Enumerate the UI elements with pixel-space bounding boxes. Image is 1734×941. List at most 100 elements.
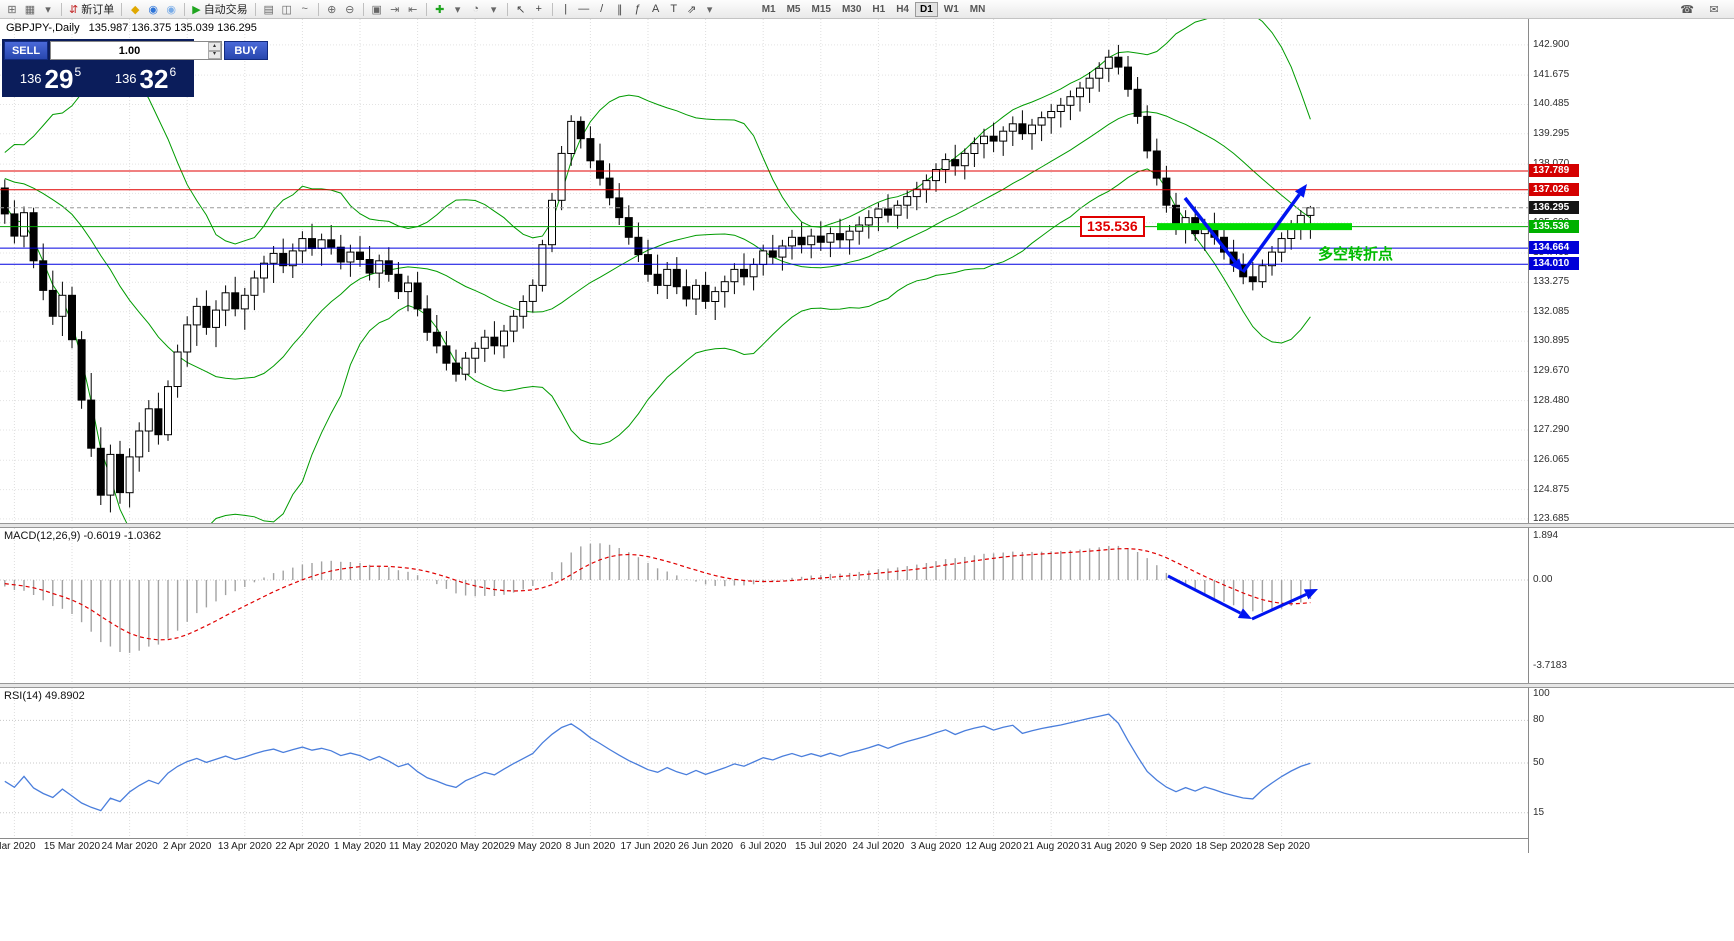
pane-splitter[interactable] (0, 523, 1734, 528)
label-icon[interactable]: T (665, 1, 683, 17)
time-axis-label: 9 Sep 2020 (1140, 841, 1192, 852)
price-tag: 134.664 (1529, 241, 1579, 255)
timeframe-M5[interactable]: M5 (782, 2, 806, 17)
toolbar-separator (254, 2, 256, 16)
time-axis-label: 2 Apr 2020 (163, 841, 212, 852)
macd-axis-label: 1.894 (1533, 530, 1559, 542)
templates-icon[interactable]: ◔ (467, 1, 485, 17)
time-axis-label: 11 May 2020 (389, 841, 447, 852)
toolbar-separator (61, 2, 62, 16)
chart-profiles-icon[interactable]: ▦ (21, 1, 39, 17)
y-axis-label: 127.290 (1533, 423, 1570, 435)
timeframe-M15[interactable]: M15 (807, 2, 836, 17)
sell-price-big: 29 (44, 63, 74, 94)
macd-axis-label: 0.00 (1533, 574, 1553, 585)
lot-increase-button[interactable]: ▴ (208, 42, 221, 51)
cursor-icon[interactable]: ↖ (512, 1, 530, 17)
buy-button[interactable]: BUY (224, 41, 268, 60)
y-axis-label: 129.670 (1533, 365, 1570, 377)
timeframe-toolbar: M1 M5 M15 M30 H1 H4 D1 W1 MN (757, 1, 991, 17)
horizontal-line-icon[interactable]: — (575, 1, 593, 17)
rsi-axis-label: 80 (1533, 714, 1545, 726)
timeframe-M30[interactable]: M30 (837, 2, 866, 17)
timeframe-M1[interactable]: M1 (757, 2, 781, 17)
profiles-dropdown-icon[interactable]: ▾ (39, 1, 57, 17)
rsi-axis-label: 15 (1533, 806, 1545, 818)
indicators-icon[interactable]: ✚ (431, 1, 449, 17)
toolbar-separator (317, 2, 319, 16)
time-axis-label: 28 Sep 2020 (1253, 841, 1310, 852)
pivot-annotation-text[interactable]: 多空转折点 (1318, 246, 1394, 263)
time-axis-label: 31 Aug 2020 (1080, 841, 1137, 852)
timeframe-MN[interactable]: MN (965, 2, 991, 17)
macd-canvas[interactable] (0, 528, 1528, 683)
zoom-out-icon[interactable]: ⊖ (341, 1, 359, 17)
price-tag: 136.295 (1529, 200, 1579, 214)
main-chart-canvas[interactable] (0, 19, 1528, 523)
time-axis-label: 15 Jul 2020 (794, 841, 847, 852)
feedback-mail-icon[interactable]: ✉ (1705, 1, 1723, 17)
time-axis-label: 8 Jun 2020 (565, 841, 616, 852)
arrows-tool-icon[interactable]: ⇗ (683, 1, 701, 17)
line-chart-icon[interactable]: ~ (296, 1, 314, 17)
lot-size-box: ▴ ▾ (50, 41, 222, 60)
timeframe-H4[interactable]: H4 (891, 2, 914, 17)
channel-icon[interactable]: ∥ (611, 1, 629, 17)
autotrade-button[interactable]: ▶ 自动交易 (189, 1, 250, 17)
time-axis-label: 22 Apr 2020 (275, 841, 330, 852)
lot-decrease-button[interactable]: ▾ (208, 50, 221, 59)
templates-dropdown-icon[interactable]: ▾ (485, 1, 503, 17)
lot-size-input[interactable] (51, 42, 208, 59)
chart-window: GBPJPY-,Daily 135.987 136.375 135.039 13… (0, 19, 1734, 854)
indicators-dropdown-icon[interactable]: ▾ (449, 1, 467, 17)
time-axis-label: 3 Aug 2020 (910, 841, 962, 852)
time-axis-label: 13 Apr 2020 (217, 841, 272, 852)
community-icon[interactable]: ◉ (162, 1, 180, 17)
timeframe-D1[interactable]: D1 (915, 1, 938, 17)
price-pane: GBPJPY-,Daily 135.987 136.375 135.039 13… (0, 19, 1734, 524)
ohlc-values: 135.987 136.375 135.039 136.295 (88, 22, 257, 34)
tile-windows-icon[interactable]: ▣ (368, 1, 386, 17)
fibonacci-icon[interactable]: ƒ (629, 1, 647, 17)
time-axis-label: 24 Mar 2020 (101, 841, 158, 852)
rsi-label: RSI(14) 49.8902 (4, 690, 85, 702)
autoscroll-icon[interactable]: ⇥ (386, 1, 404, 17)
level-price-label[interactable]: 135.536 (1080, 216, 1145, 237)
price-tag: 135.536 (1529, 219, 1579, 233)
price-tag: 137.026 (1529, 182, 1579, 196)
arrows-dropdown-icon[interactable]: ▾ (701, 1, 719, 17)
crosshair-icon[interactable]: + (530, 1, 548, 17)
zoom-in-icon[interactable]: ⊕ (323, 1, 341, 17)
price-tag: 137.789 (1529, 163, 1579, 177)
y-axis-label: 124.875 (1533, 483, 1570, 495)
time-axis-label: 24 Jul 2020 (852, 841, 905, 852)
timeframe-W1[interactable]: W1 (939, 2, 964, 17)
y-axis-label: 128.480 (1533, 394, 1570, 406)
new-chart-icon[interactable]: ⊞ (3, 1, 21, 17)
candlestick-icon[interactable]: ◫ (278, 1, 296, 17)
y-axis-label: 138.070 (1533, 158, 1569, 169)
buy-price-display[interactable]: 136 32 6 (99, 62, 192, 95)
rsi-canvas[interactable] (0, 688, 1528, 838)
trendline-icon[interactable]: / (593, 1, 611, 17)
text-icon[interactable]: A (647, 1, 665, 17)
vertical-line-icon[interactable]: | (557, 1, 575, 17)
toolbar-separator (506, 2, 508, 16)
buy-price-big: 32 (139, 63, 169, 94)
y-axis-label: 123.685 (1533, 512, 1570, 524)
chart-shift-icon[interactable]: ⇤ (404, 1, 422, 17)
market-icon[interactable]: ◆ (126, 1, 144, 17)
pane-splitter[interactable] (0, 683, 1734, 688)
toolbar-separator (362, 2, 364, 16)
new-order-button[interactable]: ⇵ 新订单 (66, 1, 117, 17)
bar-chart-icon[interactable]: ▤ (260, 1, 278, 17)
timeframe-H1[interactable]: H1 (867, 2, 890, 17)
y-axis-label: 126.065 (1533, 454, 1570, 466)
time-axis-label: 20 May 2020 (446, 841, 505, 852)
sell-button[interactable]: SELL (4, 41, 48, 60)
support-phone-icon[interactable]: ☎ (1677, 1, 1697, 17)
signals-icon[interactable]: ◉ (144, 1, 162, 17)
sell-price-display[interactable]: 136 29 5 (4, 62, 97, 95)
